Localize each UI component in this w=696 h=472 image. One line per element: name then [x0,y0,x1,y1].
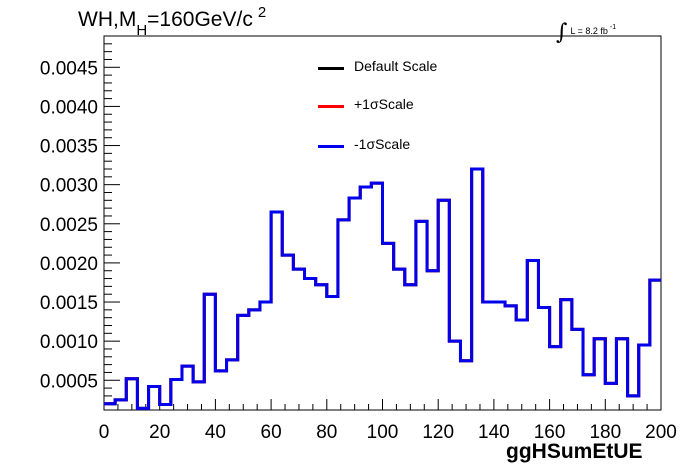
x-tick-label: 100 [367,422,399,443]
y-tick-label: 0.0035 [40,137,98,158]
legend-swatch-plus [318,105,344,108]
luminosity-superscript: -1 [609,24,617,31]
integral-symbol: ∫ [556,20,568,45]
x-tick-label: 0 [99,422,110,443]
x-tick-label: 160 [534,422,566,443]
series-group [104,167,661,410]
title-rest: =160GeV/c [147,8,253,31]
luminosity-label: ∫ L = 8.2 fb -1 [556,15,617,45]
x-tick-label: 20 [149,422,170,443]
y-tick-label: 0.0020 [40,254,98,275]
x-tick-label: 60 [261,422,282,443]
legend-label-default: Default Scale [354,58,438,74]
x-tick-label: 140 [478,422,510,443]
legend-swatch-minus [318,145,344,148]
title-main: WH,M [78,8,137,31]
legend-swatch-default [318,67,344,70]
series-line-2 [104,167,661,410]
x-tick-label: 200 [645,422,677,443]
y-tick-label: 0.0025 [40,215,98,236]
x-tick-label: 180 [589,422,621,443]
x-axis-label: ggHSumEtUE [506,440,643,463]
y-tick-label: 0.0015 [40,293,98,314]
x-tick-label: 120 [422,422,454,443]
plot-title: WH,MH=160GeV/c 2 [78,4,266,39]
luminosity-text: L = 8.2 fb [570,26,608,36]
legend-label-minus: -1σScale [354,136,411,152]
y-tick-label: 0.0010 [40,332,98,353]
title-subscript: H [136,22,148,39]
title-superscript: 2 [257,4,267,21]
y-tick-label: 0.0040 [40,97,98,118]
y-tick-label: 0.0045 [40,58,98,79]
y-tick-label: 0.0005 [40,371,98,392]
legend-label-plus: +1σScale [354,96,414,112]
axis-ticks: 0 20 40 60 80 100 120 140 160 180 200 0.0005 0.0010 0… [40,43,677,443]
x-tick-label: 40 [205,422,226,443]
x-tick-label: 80 [316,422,337,443]
y-tick-label: 0.0030 [40,176,98,197]
